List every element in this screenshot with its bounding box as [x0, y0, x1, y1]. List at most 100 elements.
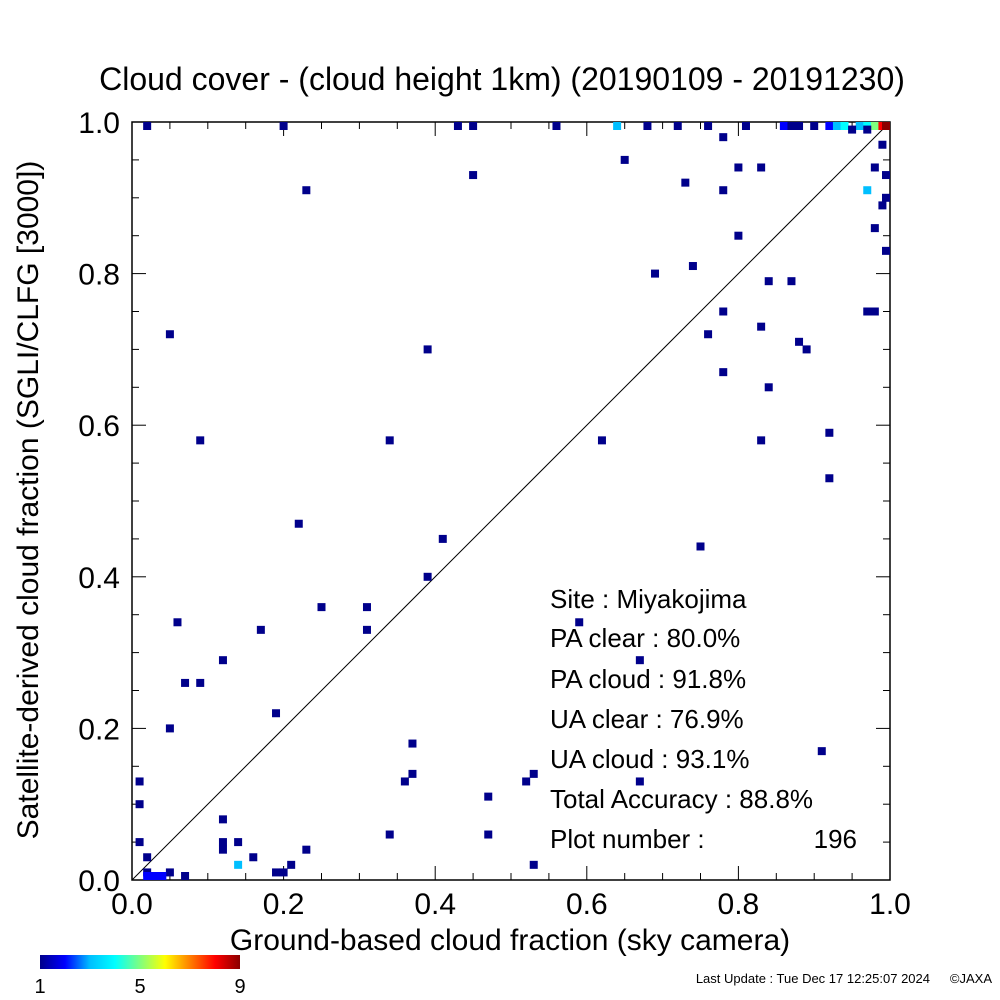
data-point [529, 860, 538, 869]
data-point [272, 709, 281, 718]
data-point [863, 125, 872, 134]
stat-ua-cloud: UA cloud : 93.1% [550, 744, 749, 774]
data-point [143, 872, 152, 880]
data-point [832, 122, 841, 130]
data-point [825, 474, 834, 483]
data-point [673, 122, 682, 130]
data-point [681, 178, 690, 187]
data-point [757, 322, 766, 331]
x-tick-label: 0.4 [414, 888, 456, 921]
data-point [218, 838, 227, 847]
data-point [878, 201, 887, 210]
stat-pa-cloud: PA cloud : 91.8% [550, 664, 746, 694]
data-point [870, 224, 879, 233]
data-point [719, 307, 728, 316]
data-point [787, 122, 796, 130]
stat-total-accuracy: Total Accuracy : 88.8% [550, 784, 813, 814]
data-point [234, 860, 243, 869]
x-tick-labels: 0.0 0.2 0.4 0.6 0.8 1.0 [111, 888, 911, 921]
data-point [825, 122, 834, 130]
stat-plot-number-label: Plot number : [550, 824, 705, 854]
data-point [423, 572, 432, 581]
data-point [757, 436, 766, 445]
data-point [234, 838, 243, 847]
data-point [218, 656, 227, 665]
colorbar: 1 5 9 [34, 955, 246, 998]
data-point [757, 163, 766, 172]
data-point [795, 122, 804, 130]
colorbar-label-max: 9 [234, 976, 245, 998]
data-point [878, 140, 887, 149]
data-point [734, 163, 743, 172]
data-point [870, 307, 879, 316]
data-point [863, 186, 872, 195]
data-point [143, 853, 152, 862]
y-tick-label: 0.8 [78, 259, 120, 292]
data-point [855, 122, 864, 130]
y-tick-label: 0.6 [78, 410, 120, 443]
data-point [635, 777, 644, 786]
y-tick-label: 0.0 [78, 865, 120, 898]
y-tick-label: 0.2 [78, 713, 120, 746]
data-point [484, 792, 493, 801]
data-point [522, 777, 531, 786]
data-point [150, 872, 159, 880]
data-point [704, 122, 713, 130]
data-point [135, 777, 144, 786]
stats-box: Site : Miyakojima PA clear : 80.0% PA cl… [550, 584, 857, 854]
stat-site: Site : Miyakojima [550, 584, 747, 614]
x-tick-label: 0.8 [718, 888, 760, 921]
data-point [870, 163, 879, 172]
data-point [196, 678, 205, 687]
x-tick-label: 0.6 [566, 888, 608, 921]
data-points [135, 122, 890, 880]
data-point [848, 125, 857, 134]
data-point [741, 122, 750, 130]
data-point [362, 625, 371, 634]
data-point [882, 171, 890, 180]
x-tick-label: 1.0 [869, 888, 911, 921]
data-point [704, 330, 713, 339]
data-point [317, 603, 326, 612]
data-point [143, 122, 152, 130]
data-point [408, 769, 417, 778]
data-point [218, 845, 227, 854]
y-tick-labels: 0.0 0.2 0.4 0.6 0.8 1.0 [78, 107, 120, 898]
x-tick-label: 0.0 [111, 888, 153, 921]
data-point [840, 122, 849, 130]
stat-ua-clear: UA clear : 76.9% [550, 704, 744, 734]
data-point [597, 436, 606, 445]
data-point [181, 678, 190, 687]
data-point [734, 231, 743, 240]
data-point [552, 122, 561, 130]
data-point [408, 739, 417, 748]
x-tick-label: 0.2 [263, 888, 305, 921]
data-point [529, 769, 538, 778]
data-point [165, 330, 174, 339]
data-point [173, 618, 182, 627]
colorbar-label-mid: 5 [134, 976, 145, 998]
one-to-one-line [131, 121, 891, 881]
data-point [651, 269, 660, 278]
data-point [165, 724, 174, 733]
stat-plot-number-value: 196 [814, 824, 857, 854]
data-point [795, 337, 804, 346]
data-point [817, 747, 826, 756]
data-point [423, 345, 432, 354]
data-point [181, 872, 190, 880]
data-point [635, 656, 644, 665]
data-point [882, 193, 890, 202]
data-point [249, 853, 258, 862]
data-point [719, 133, 728, 142]
data-point [613, 122, 622, 130]
data-point [362, 603, 371, 612]
x-axis-label: Ground-based cloud fraction (sky camera) [230, 924, 790, 957]
data-point [302, 845, 311, 854]
data-point [158, 872, 167, 880]
data-point [272, 868, 281, 877]
data-point [810, 122, 819, 130]
data-point [882, 246, 890, 255]
data-point [385, 830, 394, 839]
data-point [218, 815, 227, 824]
data-point [135, 838, 144, 847]
